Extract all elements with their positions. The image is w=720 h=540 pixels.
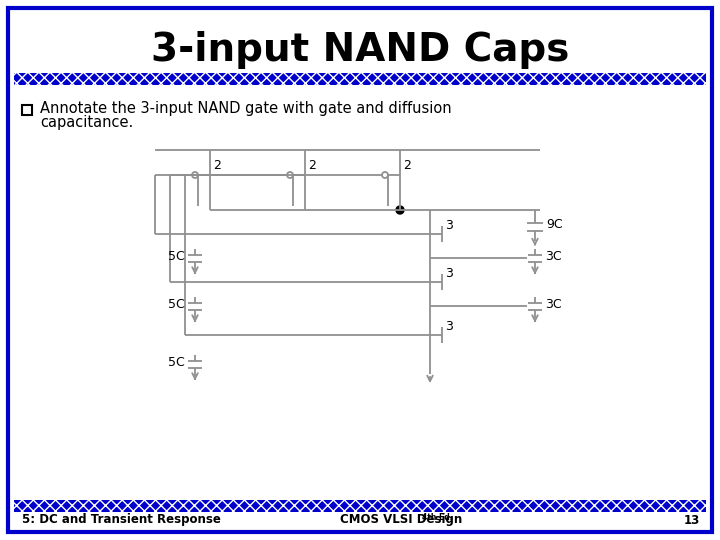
Text: 5C: 5C <box>168 249 185 262</box>
Text: 2: 2 <box>308 159 316 172</box>
Text: 3-input NAND Caps: 3-input NAND Caps <box>150 31 570 69</box>
Text: CMOS VLSI Design: CMOS VLSI Design <box>340 514 462 526</box>
Text: 2: 2 <box>213 159 221 172</box>
Text: 2: 2 <box>403 159 411 172</box>
Text: Annotate the 3-input NAND gate with gate and diffusion: Annotate the 3-input NAND gate with gate… <box>40 100 451 116</box>
Text: 13: 13 <box>684 514 700 526</box>
Text: 5C: 5C <box>168 298 185 310</box>
Bar <box>14 73 706 85</box>
Text: 3: 3 <box>445 320 453 333</box>
Text: 3C: 3C <box>545 249 562 262</box>
Text: 3C: 3C <box>545 298 562 310</box>
Circle shape <box>396 206 404 214</box>
Bar <box>14 500 706 512</box>
Text: 3: 3 <box>445 219 453 232</box>
Text: capacitance.: capacitance. <box>40 116 133 131</box>
Text: 5C: 5C <box>168 355 185 368</box>
Text: 3: 3 <box>445 267 453 280</box>
Text: 4th Ed.: 4th Ed. <box>422 512 453 522</box>
Text: 9C: 9C <box>546 219 562 232</box>
Bar <box>22 105 32 115</box>
FancyBboxPatch shape <box>8 8 712 532</box>
Text: 5: DC and Transient Response: 5: DC and Transient Response <box>22 514 221 526</box>
